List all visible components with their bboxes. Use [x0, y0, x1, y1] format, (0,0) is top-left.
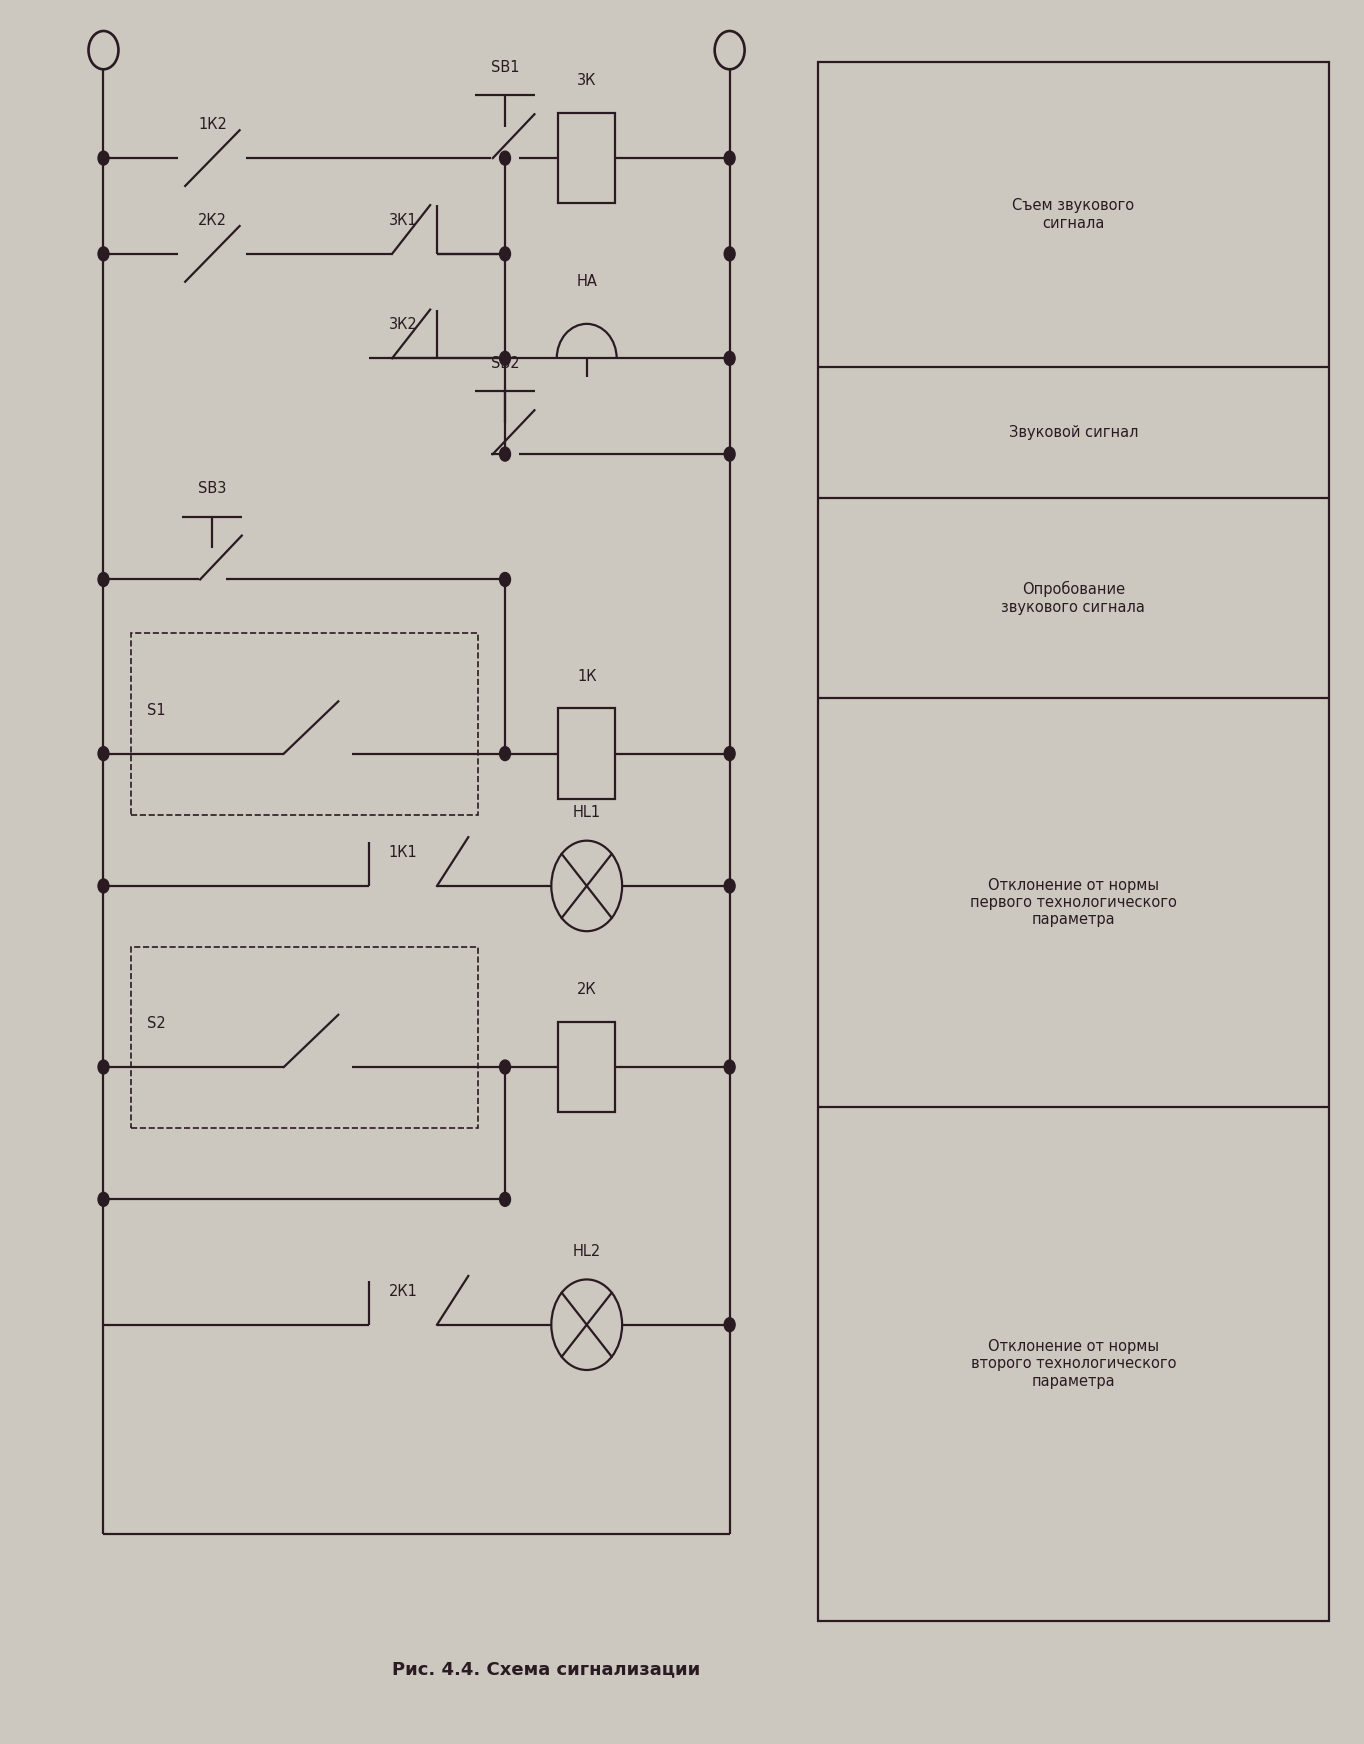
- Circle shape: [499, 572, 510, 586]
- Bar: [558, 1022, 615, 1113]
- Circle shape: [724, 879, 735, 893]
- Text: 3К1: 3К1: [389, 213, 417, 228]
- Text: HL1: HL1: [573, 804, 600, 820]
- Bar: [558, 113, 615, 204]
- Text: HL2: HL2: [573, 1243, 600, 1259]
- Text: Звуковой сигнал: Звуковой сигнал: [1008, 426, 1138, 439]
- Circle shape: [724, 152, 735, 166]
- Text: 2К2: 2К2: [198, 213, 226, 228]
- Circle shape: [499, 1060, 510, 1074]
- Circle shape: [499, 248, 510, 262]
- Text: 1К2: 1К2: [198, 117, 226, 133]
- Text: 2К1: 2К1: [389, 1284, 417, 1299]
- Circle shape: [98, 879, 109, 893]
- Text: Рис. 4.4. Схема сигнализации: Рис. 4.4. Схема сигнализации: [391, 1660, 700, 1678]
- Text: 1К1: 1К1: [389, 844, 417, 860]
- Text: Опробование
звукового сигнала: Опробование звукового сигнала: [1001, 581, 1146, 614]
- Circle shape: [98, 152, 109, 166]
- Circle shape: [98, 746, 109, 760]
- Circle shape: [499, 351, 510, 364]
- Circle shape: [98, 1060, 109, 1074]
- Text: Отклонение от нормы
второго технологического
параметра: Отклонение от нормы второго технологичес…: [971, 1339, 1176, 1388]
- Circle shape: [724, 746, 735, 760]
- Circle shape: [499, 746, 510, 760]
- Text: 2К: 2К: [577, 982, 596, 998]
- Bar: [131, 633, 477, 814]
- Circle shape: [98, 572, 109, 586]
- Text: Съем звукового
сигнала: Съем звукового сигнала: [1012, 199, 1135, 230]
- Circle shape: [98, 248, 109, 262]
- Text: SB3: SB3: [198, 481, 226, 495]
- Circle shape: [724, 248, 735, 262]
- Circle shape: [499, 152, 510, 166]
- Circle shape: [499, 1193, 510, 1207]
- Text: НА: НА: [576, 274, 597, 290]
- Text: 3К: 3К: [577, 73, 596, 89]
- Bar: [558, 708, 615, 799]
- Circle shape: [724, 1060, 735, 1074]
- Text: SB2: SB2: [491, 356, 520, 370]
- Circle shape: [724, 446, 735, 460]
- Text: 1К: 1К: [577, 670, 596, 684]
- Text: SB1: SB1: [491, 59, 520, 75]
- Circle shape: [499, 446, 510, 460]
- Bar: [818, 63, 1329, 1620]
- Text: S2: S2: [147, 1017, 166, 1031]
- Text: S1: S1: [147, 703, 165, 717]
- Circle shape: [98, 1193, 109, 1207]
- Bar: [131, 947, 477, 1128]
- Text: 3К2: 3К2: [389, 317, 417, 331]
- Text: Отклонение от нормы
первого технологического
параметра: Отклонение от нормы первого технологичес…: [970, 877, 1177, 928]
- Circle shape: [724, 1318, 735, 1332]
- Circle shape: [724, 351, 735, 364]
